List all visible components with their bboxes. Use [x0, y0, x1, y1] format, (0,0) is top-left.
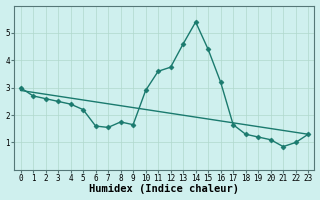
X-axis label: Humidex (Indice chaleur): Humidex (Indice chaleur) — [89, 184, 239, 194]
